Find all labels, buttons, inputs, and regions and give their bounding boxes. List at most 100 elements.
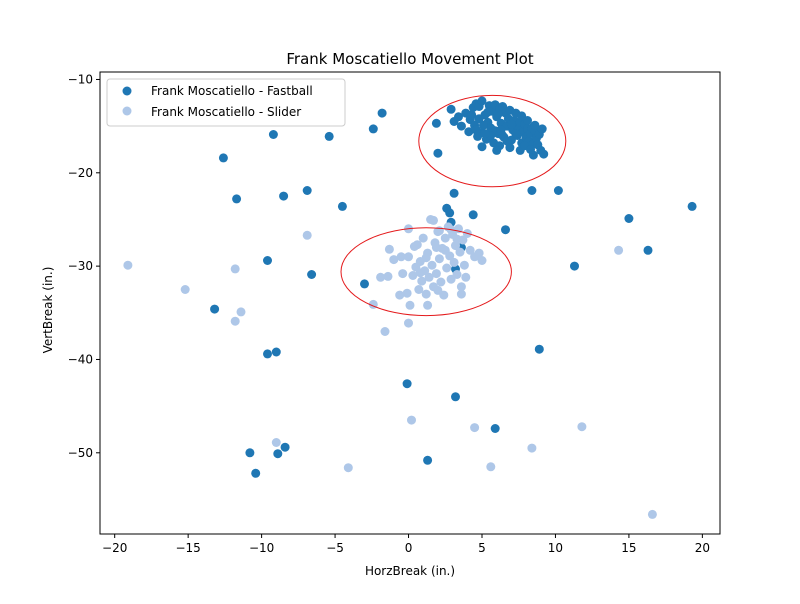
fastball-point-42 (456, 121, 466, 131)
slider-point-17 (647, 509, 657, 519)
slider-point-43 (431, 269, 441, 279)
slider-point-45 (434, 254, 444, 264)
fastball-point-18 (251, 468, 261, 478)
fastball-point-116 (526, 145, 535, 154)
x-tick-label: 20 (695, 541, 710, 555)
slider-point-50 (442, 263, 452, 273)
slider-point-9 (343, 463, 353, 473)
annotations (340, 94, 567, 317)
slider-point-1 (180, 285, 190, 294)
slider-point-4 (236, 307, 246, 317)
fastball-point-3 (324, 131, 334, 141)
y-tick-label: −40 (68, 352, 93, 366)
y-tick-label: −20 (68, 166, 93, 180)
slider-point-72 (440, 245, 450, 255)
fastball-point-103 (506, 119, 516, 129)
slider-point-34 (418, 233, 428, 243)
slider-point-65 (465, 245, 475, 255)
slider-point-28 (408, 271, 418, 280)
slider-point-80 (452, 234, 462, 244)
slider-point-18 (376, 272, 386, 282)
x-tick-label: 0 (405, 541, 413, 555)
slider-point-63 (461, 272, 471, 282)
y-axis: −10 −20 −30 −40 −50 (68, 72, 100, 460)
legend: Frank Moscatiello - Fastball Frank Mosca… (106, 78, 346, 127)
fastball-point-14 (271, 347, 281, 357)
slider-point-10 (407, 415, 416, 425)
chart-title: Frank Moscatiello Movement Plot (286, 50, 533, 68)
slider-point-74 (396, 252, 406, 262)
y-tick-label: −10 (68, 72, 93, 86)
x-tick-label: 10 (548, 541, 563, 555)
legend-label-slider: Frank Moscatiello - Slider (151, 105, 301, 119)
fastball-point-100 (479, 120, 488, 130)
slider-point-38 (424, 272, 434, 282)
x-axis-label: HorzBreak (in.) (365, 564, 455, 578)
fastball-point-109 (530, 120, 540, 130)
slider-point-8 (271, 438, 281, 447)
slider-point-60 (456, 289, 466, 299)
fastball-point-87 (539, 149, 549, 159)
slider-point-49 (440, 233, 450, 243)
slider-point-22 (395, 290, 405, 300)
slider-point-0 (123, 260, 133, 270)
x-axis: −20 −15 −10 −5 0 5 10 15 20 (102, 534, 710, 555)
slider-point-40 (427, 260, 437, 270)
fastball-point-23 (534, 344, 544, 354)
x-tick-label: −5 (326, 541, 344, 555)
slider-point-3 (230, 316, 240, 326)
fastball-point-20 (280, 442, 290, 452)
y-axis-label: VertBreak (in.) (41, 267, 55, 354)
fastball-point-106 (467, 110, 477, 120)
slider-point-62 (459, 260, 469, 270)
fastball-point-8 (337, 201, 347, 211)
slider-point-71 (429, 215, 438, 225)
slider-point-55 (449, 257, 459, 267)
slider-point-26 (404, 252, 413, 262)
fastball-point-32 (449, 188, 459, 198)
y-tick-label: −50 (68, 446, 93, 460)
slider-point-11 (404, 318, 413, 328)
legend-label-fastball: Frank Moscatiello - Fastball (151, 84, 313, 98)
fastball-point-31 (468, 210, 478, 220)
fastball-point-13 (263, 349, 272, 359)
x-tick-label: −20 (102, 541, 127, 555)
fastball-point-117 (492, 145, 502, 155)
slider-point-68 (477, 256, 487, 265)
fastball-point-21 (423, 455, 433, 465)
slider-point-24 (402, 288, 412, 298)
slider-point-69 (423, 300, 433, 310)
fastball-point-114 (496, 125, 506, 135)
slider-point-16 (614, 245, 624, 255)
highlight-ellipse-0 (418, 94, 567, 188)
slider-point-5 (302, 230, 312, 240)
slider-point-14 (527, 443, 537, 453)
y-tick-label: −30 (68, 259, 93, 273)
fastball-point-11 (360, 279, 369, 289)
fastball-point-12 (210, 304, 220, 314)
slider-point-33 (417, 276, 427, 286)
fastball-point-17 (245, 448, 255, 458)
legend-marker-slider (122, 106, 132, 116)
fastball-point-19 (273, 449, 283, 459)
fastball-point-118 (480, 129, 490, 139)
fastball-point-2 (232, 194, 242, 204)
slider-point-31 (414, 285, 424, 294)
slider-point-81 (431, 243, 441, 252)
slider-point-2 (230, 264, 240, 274)
fastball-point-38 (431, 118, 441, 128)
fastball-point-110 (511, 129, 521, 139)
slider-point-23 (398, 269, 408, 279)
fastball-point-4 (368, 124, 378, 134)
x-tick-label: −10 (249, 541, 274, 555)
fastball-point-40 (446, 104, 456, 114)
fastball-point-7 (302, 186, 312, 195)
fastball-point-0 (268, 130, 278, 139)
fastball-point-16 (451, 392, 460, 402)
slider-point-78 (415, 268, 425, 278)
slider-point-20 (384, 244, 394, 254)
slider-point-12 (470, 423, 480, 433)
fastball-point-9 (263, 256, 272, 265)
